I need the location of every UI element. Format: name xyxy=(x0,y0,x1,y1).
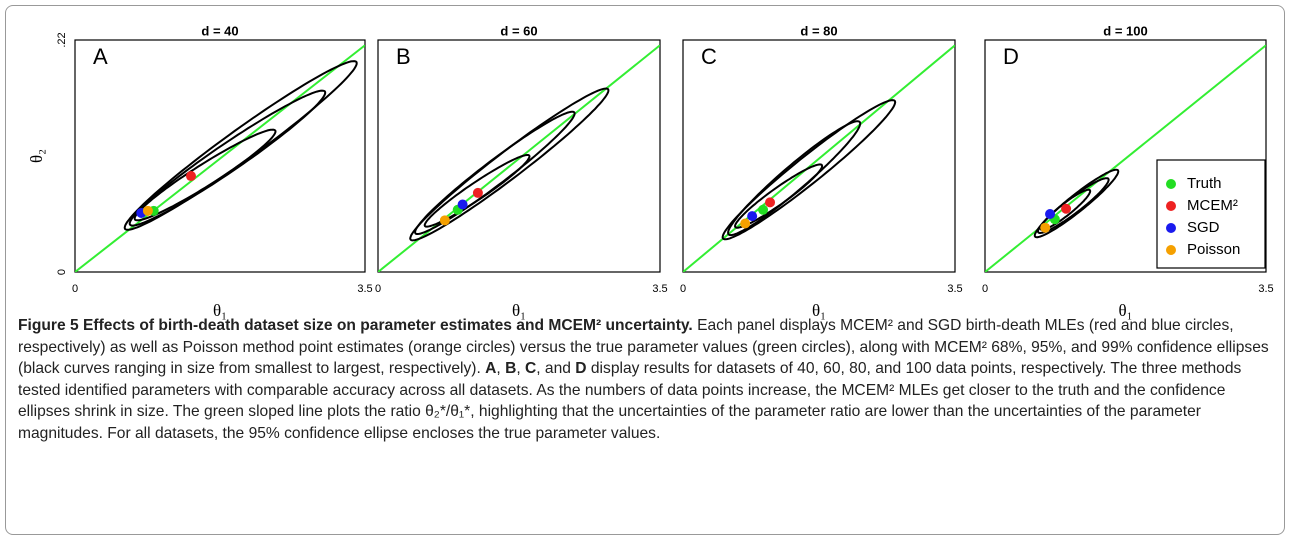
caption-text: , xyxy=(516,360,525,378)
confidence-ellipse xyxy=(128,89,327,227)
estimate-point xyxy=(439,215,450,226)
estimate-point xyxy=(142,205,153,216)
plot-area xyxy=(984,39,1267,273)
estimate-point xyxy=(457,199,468,210)
x-axis-label: θ₁ xyxy=(1118,301,1132,320)
panel-title: d = 100 xyxy=(1103,23,1147,38)
x-tick-label: 0 xyxy=(72,283,78,295)
estimate-point xyxy=(765,197,776,208)
panel-label: B xyxy=(396,44,411,69)
plot-content xyxy=(985,44,1266,272)
estimate-point xyxy=(758,204,769,215)
estimate-point xyxy=(472,187,483,198)
x-tick-label: 3.5 xyxy=(1258,283,1273,295)
plot-content xyxy=(683,44,955,272)
caption-ref: B xyxy=(505,360,517,378)
legend-swatch xyxy=(1166,201,1176,211)
estimate-point xyxy=(1061,203,1072,214)
legend-swatch xyxy=(1166,245,1176,255)
x-tick-label: 0 xyxy=(680,283,686,295)
x-tick-label: 3.5 xyxy=(652,283,667,295)
legend-label: SGD xyxy=(1187,219,1220,236)
legend-label: Truth xyxy=(1187,175,1221,192)
panel-label: A xyxy=(93,44,108,69)
x-tick-label: 0 xyxy=(982,283,988,295)
confidence-ellipse xyxy=(1033,168,1120,239)
confidence-ellipse xyxy=(123,60,358,231)
y-axis-label: θ₂ xyxy=(27,149,46,163)
y-tick-label: 0 xyxy=(56,269,68,275)
ratio-line xyxy=(378,44,660,272)
panel-title: d = 40 xyxy=(201,23,238,38)
legend-swatch xyxy=(1166,223,1176,233)
ratio-line xyxy=(75,44,365,272)
caption-text: , and xyxy=(536,360,576,378)
legend-label: MCEM² xyxy=(1187,197,1238,214)
caption-ref: C xyxy=(525,360,537,378)
x-axis-label: θ₁ xyxy=(213,301,227,320)
x-tick-label: 3.5 xyxy=(947,283,962,295)
caption: Figure 5 Effects of birth-death dataset … xyxy=(18,315,1280,445)
x-tick-label: 3.5 xyxy=(357,283,372,295)
estimate-point xyxy=(740,218,751,229)
x-axis-label: θ₁ xyxy=(512,301,526,320)
legend-swatch xyxy=(1166,179,1176,189)
estimate-point xyxy=(747,211,758,222)
estimate-point xyxy=(1040,222,1051,233)
x-tick-label: 0 xyxy=(375,283,381,295)
page: d = 40 A 0 3.5 0.22 θ₁ θ₂ d = 60 B 0 3.5 θ₁ d = 80 C 0… xyxy=(5,5,1285,535)
panel-label: D xyxy=(1003,44,1019,69)
plot-content xyxy=(75,44,365,272)
panel-title: d = 60 xyxy=(500,23,537,38)
caption-title: Effects of birth-death dataset size on p… xyxy=(83,317,693,334)
x-axis-label: θ₁ xyxy=(812,301,826,320)
caption-text: display results for datasets of 40, 60, … xyxy=(18,360,1242,442)
plot-content xyxy=(378,44,660,272)
caption-label: Figure 5 xyxy=(18,317,79,334)
plot-area xyxy=(74,39,366,273)
panel-title: d = 80 xyxy=(800,23,837,38)
legend-label: Poisson xyxy=(1187,241,1240,258)
caption-text: Each panel displays MCEM² and SGD birth-… xyxy=(18,317,1269,378)
y-tick-label: .22 xyxy=(56,32,68,47)
plot-area xyxy=(377,39,661,273)
confidence-ellipse xyxy=(409,87,610,242)
confidence-ellipse xyxy=(727,120,862,237)
panel-label: C xyxy=(701,44,717,69)
confidence-ellipse xyxy=(414,110,576,235)
confidence-ellipse xyxy=(1037,177,1110,234)
ratio-line xyxy=(985,44,1266,272)
caption-ref: A xyxy=(485,360,497,378)
caption-ref: D xyxy=(575,360,587,378)
plot-area xyxy=(682,39,956,273)
caption-text: , xyxy=(496,360,506,378)
estimate-point xyxy=(186,171,196,182)
estimate-point xyxy=(1045,209,1056,219)
confidence-ellipse xyxy=(721,99,897,241)
